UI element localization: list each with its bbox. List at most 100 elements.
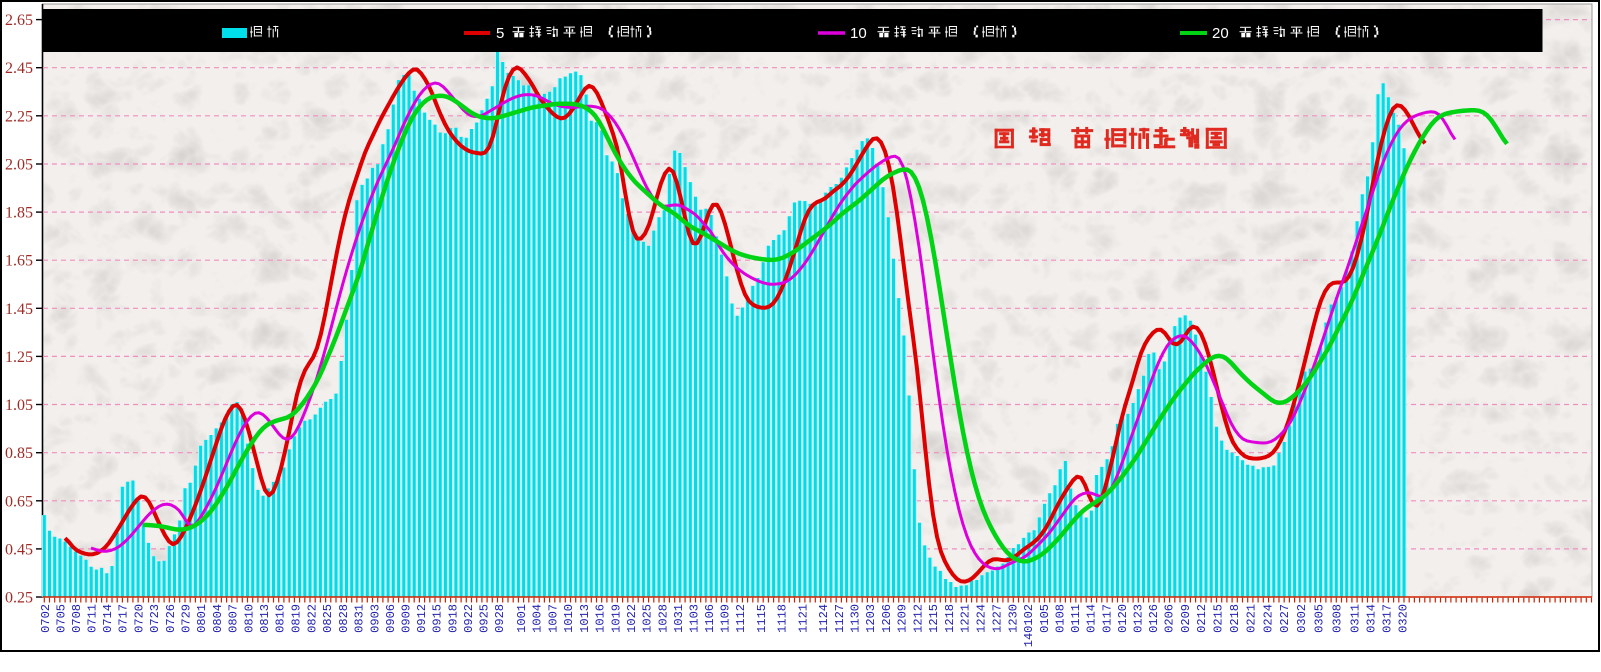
svg-text:1103: 1103: [688, 604, 702, 633]
svg-text:1106: 1106: [703, 604, 717, 633]
svg-text:0.45: 0.45: [5, 541, 33, 558]
svg-text:20: 20: [1212, 25, 1229, 42]
svg-text:1.05: 1.05: [5, 397, 33, 414]
svg-text:0810: 0810: [242, 604, 256, 633]
svg-text:0714: 0714: [101, 604, 115, 633]
svg-text:0317: 0317: [1381, 604, 1395, 633]
svg-text:0224: 0224: [1261, 604, 1275, 633]
svg-text:0212: 0212: [1195, 604, 1209, 633]
svg-text:1224: 1224: [975, 604, 989, 633]
svg-text:0726: 0726: [164, 604, 178, 633]
svg-text:0308: 0308: [1331, 604, 1345, 633]
svg-text:0723: 0723: [148, 604, 162, 633]
svg-text:1.65: 1.65: [5, 253, 33, 270]
svg-text:0717: 0717: [117, 604, 131, 633]
svg-text:0.25: 0.25: [5, 590, 33, 607]
svg-text:0711: 0711: [86, 604, 100, 633]
svg-text:2.65: 2.65: [5, 12, 33, 29]
svg-text:0828: 0828: [337, 604, 351, 633]
svg-text:0302: 0302: [1295, 604, 1309, 633]
svg-text:10: 10: [850, 25, 867, 42]
svg-text:0114: 0114: [1085, 604, 1099, 633]
svg-text:0215: 0215: [1212, 604, 1226, 633]
svg-text:0807: 0807: [227, 604, 241, 633]
svg-text:1221: 1221: [959, 604, 973, 633]
svg-text:1215: 1215: [927, 604, 941, 633]
svg-text:1025: 1025: [641, 604, 655, 633]
svg-text:1.85: 1.85: [5, 205, 33, 222]
svg-text:0105: 0105: [1038, 604, 1052, 633]
svg-text:0.65: 0.65: [5, 493, 33, 510]
svg-text:1004: 1004: [531, 604, 545, 633]
svg-text:0305: 0305: [1313, 604, 1327, 633]
svg-text:0903: 0903: [368, 604, 382, 633]
svg-text:0729: 0729: [180, 604, 194, 633]
svg-text:0922: 0922: [462, 604, 476, 633]
svg-text:1001: 1001: [515, 604, 529, 633]
svg-text:0320: 0320: [1397, 604, 1411, 633]
svg-text:1007: 1007: [547, 604, 561, 633]
svg-text:0906: 0906: [384, 604, 398, 633]
svg-text:1127: 1127: [833, 604, 847, 633]
svg-text:0117: 0117: [1100, 604, 1114, 633]
svg-text:1212: 1212: [912, 604, 926, 633]
svg-text:0825: 0825: [321, 604, 335, 633]
svg-text:0.85: 0.85: [5, 445, 33, 462]
svg-text:0801: 0801: [195, 604, 209, 633]
svg-text:1124: 1124: [817, 604, 831, 633]
svg-text:0221: 0221: [1245, 604, 1259, 633]
svg-text:1209: 1209: [896, 604, 910, 633]
svg-text:1016: 1016: [594, 604, 608, 633]
svg-text:1019: 1019: [609, 604, 623, 633]
svg-text:1218: 1218: [943, 604, 957, 633]
svg-text:0108: 0108: [1053, 604, 1067, 633]
svg-text:1227: 1227: [990, 604, 1004, 633]
svg-text:0925: 0925: [478, 604, 492, 633]
svg-text:1028: 1028: [656, 604, 670, 633]
svg-text:140102: 140102: [1022, 604, 1036, 647]
svg-text:1130: 1130: [849, 604, 863, 633]
svg-text:0218: 0218: [1228, 604, 1242, 633]
svg-text:1109: 1109: [719, 604, 733, 633]
svg-text:1.25: 1.25: [5, 349, 33, 366]
svg-text:0813: 0813: [258, 604, 272, 633]
svg-text:0831: 0831: [353, 604, 367, 633]
svg-text:0702: 0702: [39, 604, 53, 633]
svg-text:0111: 0111: [1069, 604, 1083, 633]
svg-text:1013: 1013: [578, 604, 592, 633]
svg-text:0126: 0126: [1147, 604, 1161, 633]
svg-text:1118: 1118: [776, 604, 790, 633]
svg-text:0120: 0120: [1116, 604, 1130, 633]
svg-text:0915: 0915: [431, 604, 445, 633]
svg-text:0227: 0227: [1278, 604, 1292, 633]
svg-text:1031: 1031: [672, 604, 686, 633]
svg-text:0918: 0918: [446, 604, 460, 633]
svg-text:0209: 0209: [1179, 604, 1193, 633]
svg-text:0822: 0822: [305, 604, 319, 633]
svg-text:0928: 0928: [493, 604, 507, 633]
svg-text:0816: 0816: [274, 604, 288, 633]
svg-text:0705: 0705: [54, 604, 68, 633]
svg-text:0311: 0311: [1349, 604, 1363, 633]
svg-text:2.05: 2.05: [5, 157, 33, 174]
svg-text:1010: 1010: [562, 604, 576, 633]
svg-text:0804: 0804: [211, 604, 225, 633]
svg-text:1203: 1203: [864, 604, 878, 633]
svg-text:0314: 0314: [1365, 604, 1379, 633]
svg-text:1022: 1022: [625, 604, 639, 633]
svg-text:2.25: 2.25: [5, 108, 33, 125]
svg-text:0819: 0819: [290, 604, 304, 633]
svg-text:1115: 1115: [755, 604, 769, 633]
svg-text:1230: 1230: [1006, 604, 1020, 633]
svg-text:1.45: 1.45: [5, 301, 33, 318]
svg-text:0123: 0123: [1131, 604, 1145, 633]
svg-text:1112: 1112: [734, 604, 748, 633]
svg-text:2.45: 2.45: [5, 60, 33, 77]
svg-text:0708: 0708: [70, 604, 84, 633]
svg-text:0912: 0912: [415, 604, 429, 633]
svg-text:5: 5: [496, 25, 504, 42]
svg-text:1121: 1121: [796, 604, 810, 633]
svg-text:1206: 1206: [880, 604, 894, 633]
svg-text:0720: 0720: [132, 604, 146, 633]
svg-text:0206: 0206: [1163, 604, 1177, 633]
